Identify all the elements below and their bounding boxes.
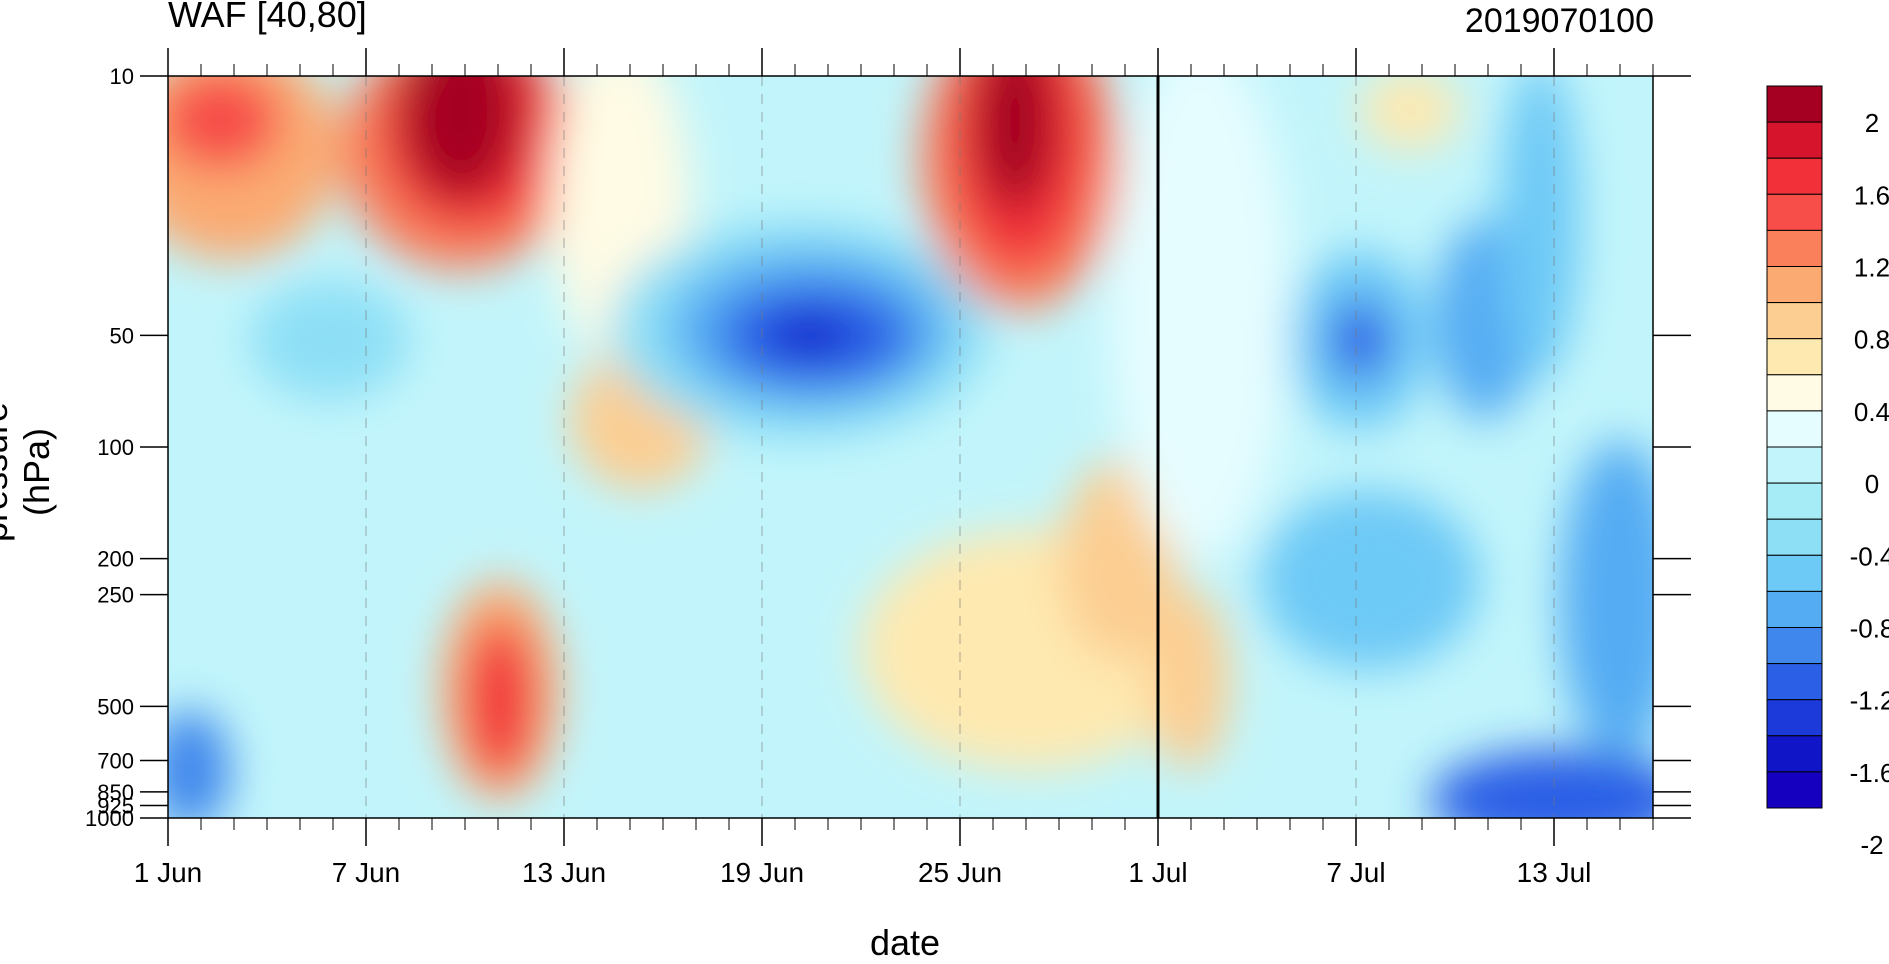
y-tick-label: 850 bbox=[97, 780, 134, 805]
y-tick-label: 100 bbox=[97, 435, 134, 460]
contour-field bbox=[168, 76, 1653, 818]
chart-title: WAF [40,80] bbox=[168, 0, 367, 35]
colorbar-label: -0.8 bbox=[1850, 614, 1889, 644]
colorbar-swatch bbox=[1766, 554, 1823, 592]
colorbar-swatch bbox=[1766, 157, 1823, 195]
colorbar-swatch bbox=[1766, 699, 1823, 737]
colorbar-swatch bbox=[1766, 374, 1823, 412]
colorbar-swatch bbox=[1766, 266, 1823, 304]
colorbar-swatch bbox=[1766, 771, 1823, 809]
x-tick-label: 25 Jun bbox=[918, 857, 1002, 888]
colorbar-swatch bbox=[1766, 193, 1823, 231]
y-tick-label: 50 bbox=[110, 323, 134, 348]
y-tick-label: 500 bbox=[97, 694, 134, 719]
x-tick-label: 1 Jul bbox=[1128, 857, 1187, 888]
y-tick-label: 1000 bbox=[85, 806, 134, 831]
colorbar-label: -0.4 bbox=[1850, 541, 1889, 571]
x-tick-label: 7 Jul bbox=[1326, 857, 1385, 888]
colorbar-swatch bbox=[1766, 410, 1823, 448]
colorbar-label: 0.8 bbox=[1854, 325, 1889, 355]
colorbar-label: 1.6 bbox=[1854, 180, 1889, 210]
colorbar-swatch bbox=[1766, 302, 1823, 340]
colorbar-swatch bbox=[1766, 735, 1823, 773]
colorbar: 2 1.6 1.2 0.8 0.4 0 -0.4 -0.8 -1.2 -1.6 -2 bbox=[1766, 85, 1889, 860]
colorbar-swatch bbox=[1766, 229, 1823, 267]
colorbar-label: -2 bbox=[1860, 830, 1883, 860]
y-tick-label: 200 bbox=[97, 547, 134, 572]
colorbar-label: 2 bbox=[1865, 108, 1879, 138]
colorbar-label: -1.2 bbox=[1850, 686, 1889, 716]
x-tick-label: 19 Jun bbox=[720, 857, 804, 888]
chart-subtitle: 2019070100 bbox=[1464, 2, 1654, 40]
x-tick-label: 13 Jun bbox=[522, 857, 606, 888]
colorbar-swatch bbox=[1766, 338, 1823, 376]
y-tick-label: 10 bbox=[110, 64, 134, 89]
colorbar-label: 0.4 bbox=[1854, 397, 1889, 427]
colorbar-swatch bbox=[1766, 590, 1823, 629]
x-tick-label: 1 Jun bbox=[134, 857, 203, 888]
colorbar-swatch bbox=[1766, 518, 1823, 556]
x-axis-ticks: 1 Jun 7 Jun 13 Jun 19 Jun 25 Jun 1 Jul 7 Jul 13… bbox=[134, 48, 1654, 888]
colorbar-swatch bbox=[1766, 627, 1823, 665]
x-tick-label: 13 Jul bbox=[1517, 857, 1592, 888]
x-axis-label: date bbox=[870, 922, 941, 963]
colorbar-swatch bbox=[1766, 663, 1823, 701]
colorbar-swatch bbox=[1766, 446, 1823, 484]
colorbar-label: 1.2 bbox=[1854, 253, 1889, 283]
y-tick-label: 250 bbox=[97, 583, 134, 608]
colorbar-swatch bbox=[1766, 482, 1823, 520]
colorbar-swatch bbox=[1766, 121, 1823, 159]
y-tick-label: 700 bbox=[97, 749, 134, 774]
colorbar-label: 0 bbox=[1865, 469, 1879, 499]
colorbar-label: -1.6 bbox=[1850, 758, 1889, 788]
y-tick-label: 925 bbox=[97, 793, 134, 818]
x-tick-label: 7 Jun bbox=[332, 857, 401, 888]
colorbar-swatch bbox=[1766, 85, 1823, 123]
